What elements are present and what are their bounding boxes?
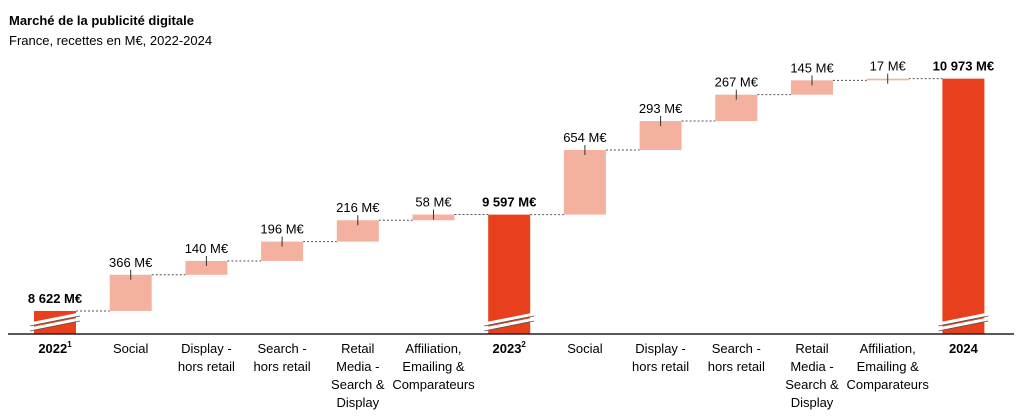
value-label: 8 622 M€ (28, 291, 82, 306)
value-label: 196 M€ (260, 222, 304, 237)
axis-break-mark (29, 312, 81, 326)
axis-break-line (484, 320, 535, 332)
category-label: Retail Media -Search & Display (785, 341, 839, 410)
value-label: 293 M€ (639, 101, 683, 116)
axis-break-line (29, 320, 81, 332)
increment-bar (791, 80, 833, 95)
category-label: 20221 (38, 340, 72, 356)
category-label: Affiliation, Emailing & Comparateurs (847, 341, 930, 392)
axis-break-line (938, 320, 989, 332)
axis-break-line (484, 315, 535, 327)
category-label: Search -hors retail (708, 341, 765, 374)
chart-subtitle: France, recettes en M€, 2022-2024 (9, 33, 213, 48)
axis-break-mark (483, 317, 535, 331)
category-label: Retail Media -Search & Display (331, 341, 385, 410)
total-bar (942, 78, 985, 334)
axis-break-line (938, 315, 989, 327)
category-label: 2024 (949, 341, 979, 356)
value-label: 145 M€ (790, 60, 834, 75)
chart-title: Marché de la publicité digitale (9, 13, 194, 28)
increment-bar (185, 260, 228, 275)
value-label: 267 M€ (715, 75, 759, 90)
value-label: 654 M€ (563, 130, 607, 145)
increment-bar (261, 241, 304, 261)
increment-bar (109, 274, 152, 311)
total-bar (488, 214, 531, 334)
value-label: 10 973 M€ (933, 59, 994, 74)
category-label: Display -hors retail (632, 341, 689, 374)
axis-break-mark (29, 317, 81, 331)
axis-break-mark (483, 312, 535, 326)
category-label: Social (567, 341, 603, 356)
increment-bar (563, 150, 606, 215)
category-label: Search -hors retail (254, 341, 311, 374)
value-label: 9 597 M€ (482, 195, 536, 210)
category-label: 20232 (493, 340, 527, 356)
category-label: Display -hors retail (178, 341, 235, 374)
category-label: Affiliation, Emailing & Comparateurs (392, 341, 475, 392)
category-label: Social (113, 341, 149, 356)
value-label: 366 M€ (109, 255, 153, 270)
value-label: 58 M€ (415, 195, 452, 210)
increment-bar (336, 220, 379, 242)
value-label: 17 M€ (870, 59, 907, 74)
value-label: 216 M€ (336, 200, 380, 215)
axis-break-mark (938, 317, 989, 331)
axis-break-mark (938, 312, 989, 326)
axis-break-line (29, 315, 81, 327)
value-label: 140 M€ (185, 241, 229, 256)
